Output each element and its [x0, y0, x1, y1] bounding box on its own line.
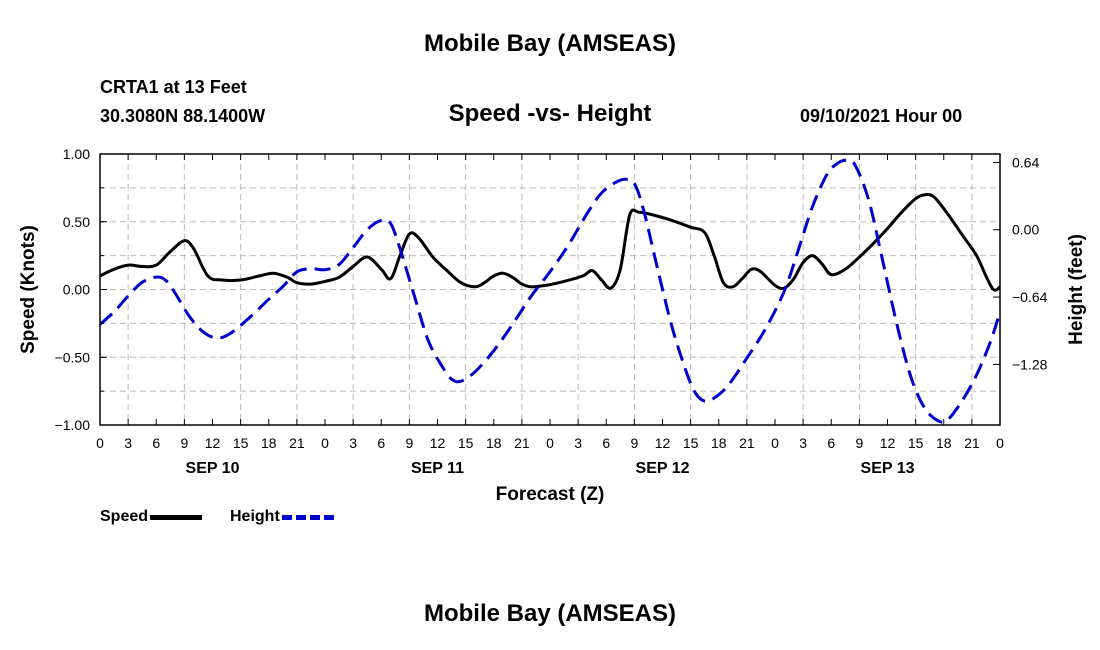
axis-ticks: [99, 153, 1001, 426]
y-axis-title: Speed (Knots): [18, 225, 39, 354]
chart-subtitle: Speed -vs- Height: [448, 100, 652, 127]
x-tick-label: 0: [321, 435, 329, 451]
y2-tick-label: 0.00: [1012, 222, 1039, 238]
y-tick-label: 0.50: [63, 214, 90, 230]
day-label: SEP 10: [186, 460, 240, 477]
x-tick-label: 12: [430, 435, 446, 451]
station-label: CRTA1 at 13 Feet: [100, 77, 247, 97]
x-tick-label: 21: [289, 435, 305, 451]
y-tick-label: 1.00: [63, 146, 90, 162]
x-tick-label: 12: [655, 435, 671, 451]
x-tick-label: 15: [458, 435, 474, 451]
x-tick-label: 3: [574, 435, 582, 451]
forecast-datetime: 09/10/2021 Hour 00: [800, 106, 963, 126]
axis-labels: 0 3 6 9 12 15 18 21 0 3 6 9 12 15 18 21 0 3 6 9 12 15 18 21 0 3 6 9…: [18, 146, 1087, 505]
series-line-speed: [100, 193, 1000, 292]
series-line-height: [100, 158, 1000, 424]
x-tick-label: 21: [739, 435, 755, 451]
x-tick-label: 15: [683, 435, 699, 451]
x-tick-label: 18: [261, 435, 277, 451]
legend-speed-label: Speed: [100, 508, 149, 525]
x-tick-label: 15: [233, 435, 249, 451]
x-tick-label: 6: [602, 435, 610, 451]
legend-speed-swatch: [150, 514, 203, 520]
legend-height-swatch: [281, 514, 334, 520]
x-tick-label: 9: [405, 435, 413, 451]
x-tick-label: 3: [349, 435, 357, 451]
x-tick-label: 6: [827, 435, 835, 451]
x-tick-label: 9: [180, 435, 188, 451]
legend-height-label: Height: [230, 508, 280, 525]
station-coordinates: 30.3080N 88.1400W: [100, 106, 266, 126]
day-label: SEP 12: [636, 460, 690, 477]
x-tick-label: 21: [514, 435, 530, 451]
x-tick-label: 12: [205, 435, 221, 451]
y-tick-label: −0.50: [55, 349, 91, 365]
legend-speed: Speed: [100, 508, 203, 526]
chart-title: Mobile Bay (AMSEAS): [423, 30, 677, 57]
x-tick-label: 9: [855, 435, 863, 451]
x-axis-title: Forecast (Z): [496, 484, 605, 505]
legend-height: Height: [230, 508, 334, 526]
grid-lines: [100, 154, 1000, 425]
y2-axis-title: Height (feet): [1066, 234, 1087, 345]
x-tick-label: 6: [377, 435, 385, 451]
series-layer: [100, 158, 1000, 424]
footer-title: Mobile Bay (AMSEAS): [423, 600, 677, 627]
y-tick-label: 0.00: [63, 282, 90, 298]
y2-tick-label: −0.64: [1012, 289, 1048, 305]
y2-tick-label: 0.64: [1012, 154, 1039, 170]
x-tick-label: 0: [96, 435, 104, 451]
x-tick-label: 18: [711, 435, 727, 451]
x-tick-label: 0: [546, 435, 554, 451]
x-tick-label: 12: [880, 435, 896, 451]
y-tick-label: −1.00: [55, 417, 91, 433]
x-tick-label: 6: [152, 435, 160, 451]
x-tick-label: 0: [771, 435, 779, 451]
y2-tick-label: −1.28: [1012, 356, 1048, 372]
day-label: SEP 11: [411, 460, 464, 477]
x-tick-label: 9: [630, 435, 638, 451]
x-tick-label: 18: [936, 435, 952, 451]
x-tick-label: 21: [964, 435, 980, 451]
x-tick-label: 18: [486, 435, 502, 451]
day-label: SEP 13: [861, 460, 915, 477]
x-tick-label: 15: [908, 435, 924, 451]
x-tick-label: 3: [799, 435, 807, 451]
x-tick-label: 0: [996, 435, 1004, 451]
x-tick-label: 3: [124, 435, 132, 451]
